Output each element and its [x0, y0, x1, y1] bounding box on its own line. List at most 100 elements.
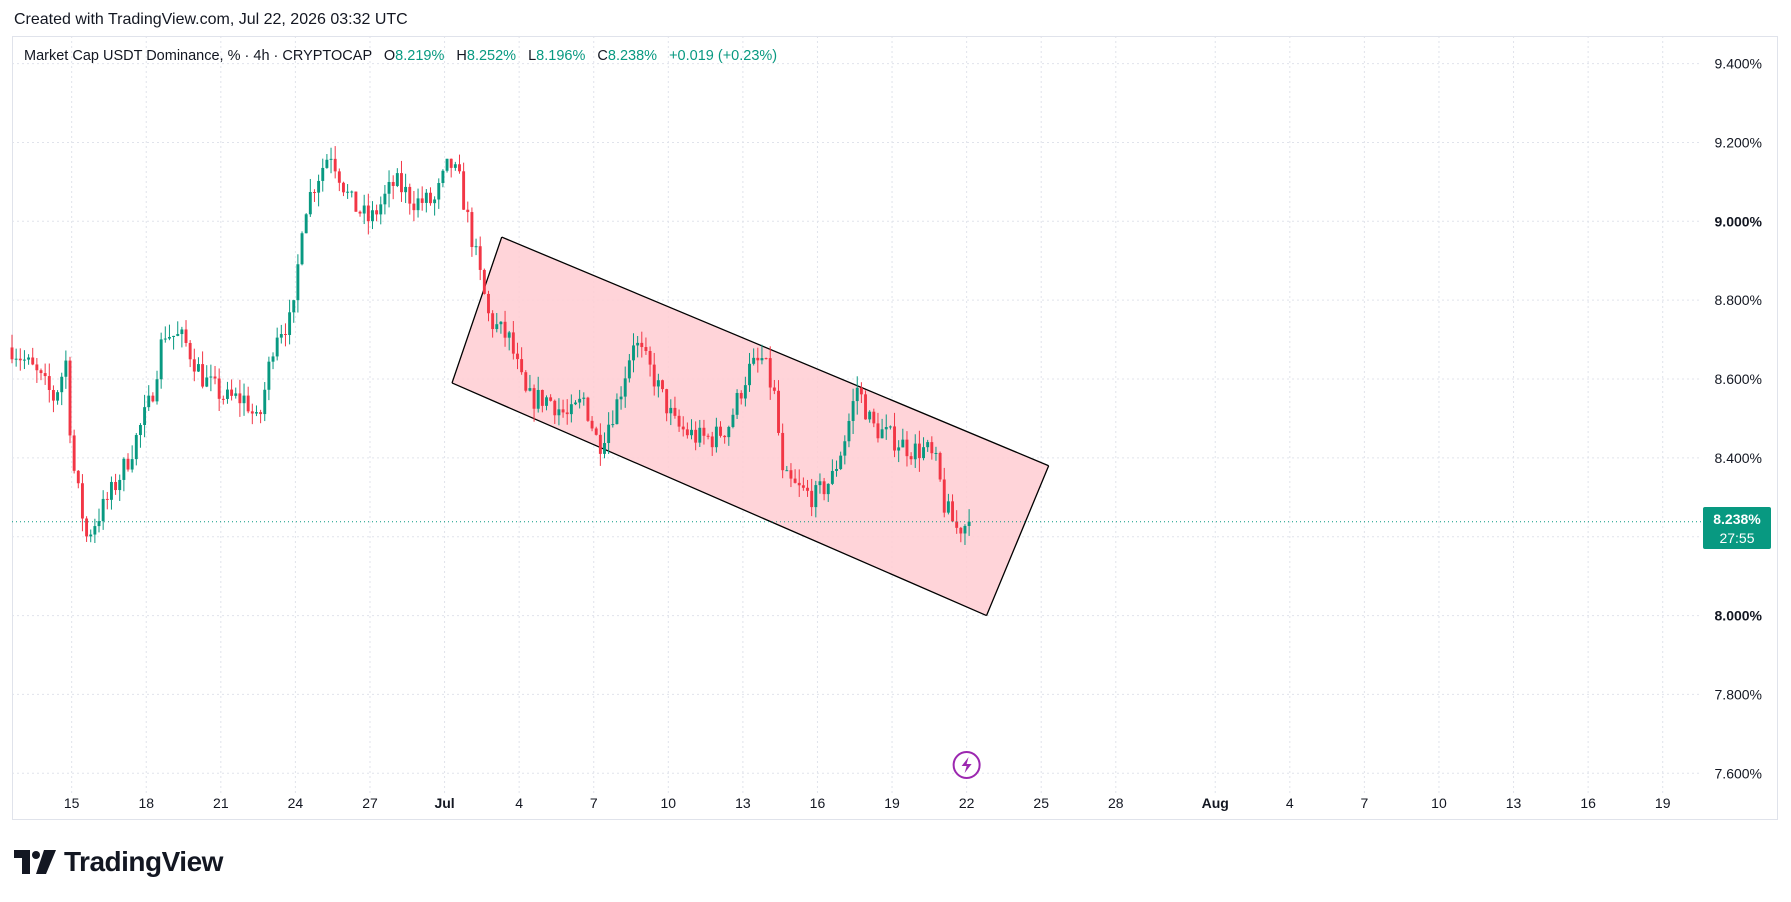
candle-body	[764, 358, 768, 360]
candle-body	[89, 534, 93, 537]
candle	[855, 376, 859, 415]
candle-body	[926, 442, 930, 448]
candle	[627, 353, 631, 383]
candle-body	[313, 192, 316, 194]
candle	[155, 370, 159, 405]
candle-body	[644, 347, 648, 351]
candle-body	[565, 412, 569, 415]
candle	[768, 346, 772, 400]
candle	[279, 324, 283, 344]
candle-body	[39, 370, 43, 374]
candle-body	[329, 158, 333, 160]
channel-edge	[985, 465, 1050, 616]
candle	[342, 181, 345, 197]
candle	[391, 175, 395, 200]
candle	[503, 310, 507, 347]
candle-body	[694, 429, 698, 443]
x-tick-label: Aug	[1202, 795, 1229, 811]
candle-body	[826, 483, 830, 495]
candle	[884, 414, 888, 440]
x-tick-label: 28	[1108, 795, 1124, 811]
candle-body	[590, 420, 594, 429]
candle-body	[213, 376, 217, 379]
candle-body	[532, 388, 536, 409]
candle-body	[300, 233, 304, 265]
candle-body	[801, 485, 805, 488]
candle-body	[946, 501, 950, 513]
candle	[143, 394, 147, 438]
candle-body	[184, 329, 188, 343]
candle-body	[959, 527, 963, 534]
candle	[656, 373, 660, 398]
candle-body	[383, 193, 387, 205]
candle	[350, 190, 354, 198]
candle	[97, 508, 101, 533]
candle-body	[337, 171, 341, 183]
candle-body	[619, 396, 623, 400]
y-tick-label: 8.000%	[1715, 608, 1763, 624]
candle-body	[263, 389, 267, 415]
close-label: C	[597, 48, 608, 64]
candle	[10, 334, 14, 364]
y-tick-label: 8.800%	[1715, 292, 1762, 308]
candle-body	[109, 481, 113, 500]
candle	[897, 440, 901, 463]
candle	[843, 435, 847, 465]
candle	[934, 446, 938, 461]
candle	[109, 476, 113, 510]
candle	[163, 326, 167, 343]
candle	[644, 337, 648, 355]
candle-body	[105, 498, 109, 500]
candle	[31, 347, 35, 366]
candle	[221, 395, 225, 405]
candle-body	[321, 167, 325, 181]
chart-frame[interactable]	[12, 36, 1778, 820]
candle	[118, 474, 122, 502]
candle	[495, 312, 499, 333]
candle	[172, 335, 176, 350]
candle-body	[317, 180, 321, 193]
candle	[922, 437, 925, 461]
candle-body	[611, 424, 615, 426]
candle-body	[503, 321, 507, 338]
candle-body	[607, 424, 611, 444]
candle	[818, 473, 822, 494]
candle	[727, 425, 731, 446]
tradingview-brand[interactable]: TradingView	[14, 846, 223, 878]
candle-body	[35, 364, 39, 371]
candle-body	[847, 420, 851, 442]
x-tick-label: 10	[661, 795, 677, 811]
candle-body	[893, 426, 896, 451]
channel-edge	[451, 236, 503, 384]
candle-body	[839, 455, 843, 470]
candle	[603, 432, 606, 459]
candle	[271, 352, 275, 370]
symbol-title[interactable]: Market Cap USDT Dominance, % · 4h · CRYP…	[24, 48, 372, 64]
candle	[723, 435, 727, 444]
candle-body	[358, 211, 362, 214]
candle	[516, 342, 519, 370]
candle	[652, 352, 656, 396]
candle-body	[859, 387, 863, 395]
low-label: L	[528, 48, 537, 64]
candle-body	[967, 521, 971, 526]
candle	[134, 433, 138, 466]
x-tick-label: Jul	[434, 795, 454, 811]
candle-body	[354, 191, 358, 212]
lightning-icon[interactable]	[952, 751, 981, 779]
candle	[234, 387, 238, 399]
candle	[337, 168, 341, 192]
candle-body	[449, 158, 453, 168]
candle-body	[772, 387, 776, 391]
candle-body	[80, 483, 84, 519]
candle	[661, 379, 664, 393]
candle-body	[963, 525, 967, 534]
candle	[424, 189, 428, 213]
candle	[777, 380, 780, 436]
candle-body	[636, 342, 640, 346]
y-tick-label: 7.600%	[1715, 765, 1762, 781]
candle-body	[404, 186, 408, 193]
candle	[851, 388, 855, 435]
candle	[797, 469, 801, 497]
